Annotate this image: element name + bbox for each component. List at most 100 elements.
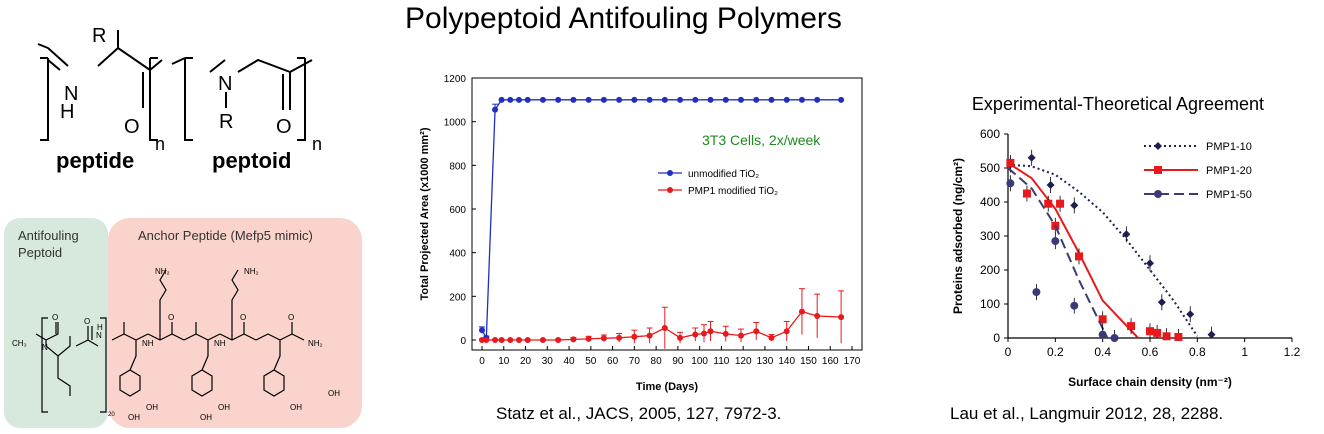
- chart2-fit-line-1: [1007, 162, 1139, 339]
- chart1-point: [753, 328, 760, 335]
- chart1-point: [646, 332, 653, 339]
- chart1-x-tick-label: 70: [629, 356, 641, 367]
- legend-label-unmodified: unmodified TiO₂: [688, 169, 759, 180]
- chart1-point: [631, 96, 638, 103]
- chart1-point: [492, 337, 499, 343]
- chart1-y-tick-label: 1000: [444, 118, 467, 129]
- chart1-point: [646, 96, 653, 103]
- chart1-point: [483, 337, 490, 343]
- chart1-y-tick-label: 1200: [444, 74, 467, 85]
- chart1-point: [798, 96, 805, 103]
- chart1-point: [524, 337, 531, 343]
- chart1-point: [600, 96, 607, 103]
- chart1-point: [692, 331, 699, 338]
- peptoid-o-label: O: [276, 116, 292, 138]
- chart1-point: [783, 96, 790, 103]
- chart1-point: [677, 96, 684, 103]
- chart2-x-ticks: 0 0.2 0.4 0.6 0.8 1 1.2: [1005, 338, 1301, 359]
- chart2-fit-line-2: [1007, 167, 1109, 339]
- chart1-x-tick-label: 40: [563, 356, 575, 367]
- ch3-label: CH₃: [12, 339, 27, 348]
- chart1-point: [692, 96, 699, 103]
- chart1-x-tick-label: 150: [800, 356, 817, 367]
- chart2-y-ticks: 0 100 200 300 400 500 600: [980, 127, 1008, 345]
- oh-label-2: OH: [218, 403, 230, 412]
- chart1-point: [570, 336, 577, 343]
- peptoid-name: peptoid: [212, 148, 291, 173]
- chart2-x-tick-label: 0.8: [1189, 345, 1206, 359]
- chart2-point: [1122, 230, 1131, 239]
- peptide-name: peptide: [56, 148, 134, 173]
- peptoid-n-label: N: [218, 73, 232, 95]
- peptide-o-label: O: [124, 116, 140, 138]
- chart1-x-tick-label: 110: [713, 356, 729, 367]
- chart2-y-tick-label: 200: [980, 263, 1000, 277]
- cell-area-chart: 0 200 400 600 800 1000 1200 0 10 20 30 40 50 60 70 80 9…: [419, 74, 863, 393]
- chart2-point: [1006, 158, 1015, 167]
- chart1-point: [768, 334, 775, 341]
- chart1-point: [507, 96, 514, 103]
- anchor-box: [108, 218, 362, 428]
- chart2-point: [1146, 259, 1154, 268]
- chart1-x-tick-label: 140: [778, 356, 795, 367]
- oh-label-6: OH: [328, 389, 340, 398]
- legend-label-pmp1-20: PMP1-20: [1206, 165, 1252, 177]
- chart1-y-tick-label: 400: [449, 249, 466, 260]
- peptide-subscript: n: [155, 134, 165, 154]
- chemical-structures: R N H O n peptide N R O n peptoid Antifo…: [4, 25, 362, 428]
- o-label-3: O: [168, 313, 174, 322]
- chart1-point: [570, 96, 577, 103]
- chart1-legend: unmodified TiO₂ PMP1 modified TiO₂: [658, 169, 778, 197]
- chart2-y-tick-label: 600: [980, 127, 1000, 141]
- nh-label-1: NH: [142, 339, 154, 348]
- chart1-point: [516, 96, 522, 103]
- chart2-point: [1098, 315, 1107, 324]
- chart1-x-tick-label: 10: [498, 356, 510, 367]
- legend-marker-pmp1-10: [1154, 142, 1162, 150]
- chart2-point: [1070, 201, 1079, 210]
- chart1-x-ticks: 0 10 20 30 40 50 60 70 80 90 100 110 120 130 140 150 160…: [479, 346, 861, 367]
- chart1-point: [555, 96, 562, 103]
- chart2-y-label: Proteins adsorbed (ng/cm²): [951, 158, 965, 314]
- chart1-y-tick-label: 200: [449, 292, 466, 303]
- chart1-point: [814, 96, 821, 103]
- antifouling-label-line1: Antifouling: [18, 228, 79, 243]
- chart2-x-tick-label: 0.2: [1047, 345, 1064, 359]
- chart2-fit-line-0: [1007, 163, 1199, 337]
- o-label-4: O: [240, 313, 246, 322]
- oh-label-5: OH: [200, 413, 212, 422]
- chart2-point: [1051, 237, 1060, 246]
- sub20-label: 20: [108, 412, 115, 418]
- chart1-x-label: Time (Days): [636, 381, 698, 393]
- chart2-point: [1006, 179, 1015, 188]
- chart1-series-line-1: [482, 310, 842, 341]
- chart2-point: [1186, 310, 1195, 319]
- n-label-1: N: [42, 343, 48, 352]
- chart2-x-tick-label: 0.4: [1094, 345, 1111, 359]
- chart1-point: [616, 334, 623, 341]
- chart2-y-tick-label: 400: [980, 195, 1000, 209]
- chart1-x-tick-label: 20: [520, 356, 532, 367]
- chart1-x-tick-label: 30: [542, 356, 554, 367]
- h-label-1: H: [97, 323, 103, 332]
- chart1-point: [738, 96, 744, 103]
- chart1-point: [661, 96, 668, 103]
- chart1-point: [524, 96, 531, 103]
- chart1-x-tick-label: 90: [672, 356, 684, 367]
- chart1-point: [814, 312, 821, 319]
- chart1-frame: [471, 77, 863, 351]
- chart1-point: [707, 96, 714, 103]
- chart1-point: [539, 96, 546, 103]
- legend-marker-unmodified: [667, 170, 673, 176]
- chart1-point: [616, 96, 623, 103]
- chart2-y-tick-label: 0: [993, 331, 1000, 345]
- chart1-series: [479, 96, 845, 349]
- chart2-point: [1207, 330, 1216, 339]
- chart1-point: [539, 337, 546, 343]
- chart1-annotation: 3T3 Cells, 2x/week: [702, 132, 821, 148]
- o-label-1: O: [52, 313, 58, 322]
- chart2-y-tick-label: 100: [980, 297, 1000, 311]
- chart1-point: [753, 96, 760, 103]
- nh2-label-1: NH₂: [155, 267, 170, 276]
- chart1-point: [498, 96, 505, 103]
